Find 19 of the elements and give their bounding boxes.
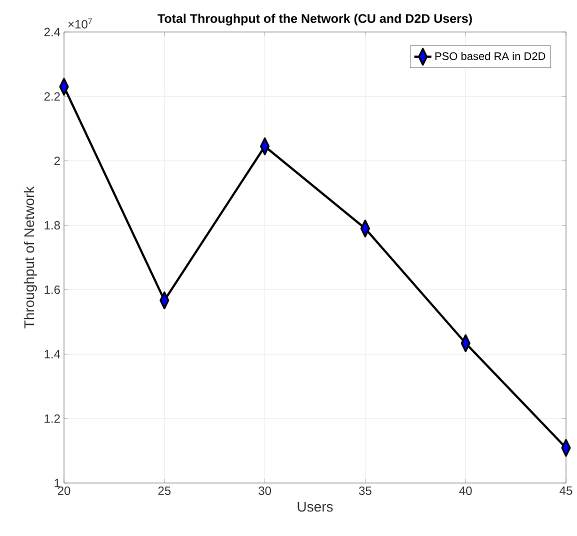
y-axis-title: Throughput of Network bbox=[24, 186, 37, 328]
x-tick-label: 25 bbox=[158, 486, 171, 496]
y-tick-label: 2 bbox=[54, 156, 60, 166]
x-tick-label: 45 bbox=[560, 486, 572, 495]
y-tick-label: 1.8 bbox=[44, 221, 60, 230]
x-axis-title: Users bbox=[298, 502, 333, 512]
text: ×10$^{7}$ bbox=[68, 18, 92, 28]
legend-label: PSO based RA in D2D bbox=[435, 52, 546, 60]
y-tick-label: 2.4 bbox=[44, 28, 60, 36]
x-tick-label: 35 bbox=[358, 486, 372, 496]
y-tick-label: 1.6 bbox=[44, 285, 60, 294]
x-tick-label: 30 bbox=[258, 486, 272, 496]
x-tick-label: 20 bbox=[58, 486, 70, 496]
y-tick-label: 1.2 bbox=[44, 414, 60, 423]
chart-title: Total Throughput of the Network (CU and D2D Users) bbox=[158, 14, 472, 26]
y-tick-label: 2.2 bbox=[44, 92, 60, 101]
y-tick-label: 1.4 bbox=[44, 350, 60, 358]
x-tick-label: 40 bbox=[459, 486, 472, 496]
y-tick-label: 1 bbox=[54, 478, 60, 488]
